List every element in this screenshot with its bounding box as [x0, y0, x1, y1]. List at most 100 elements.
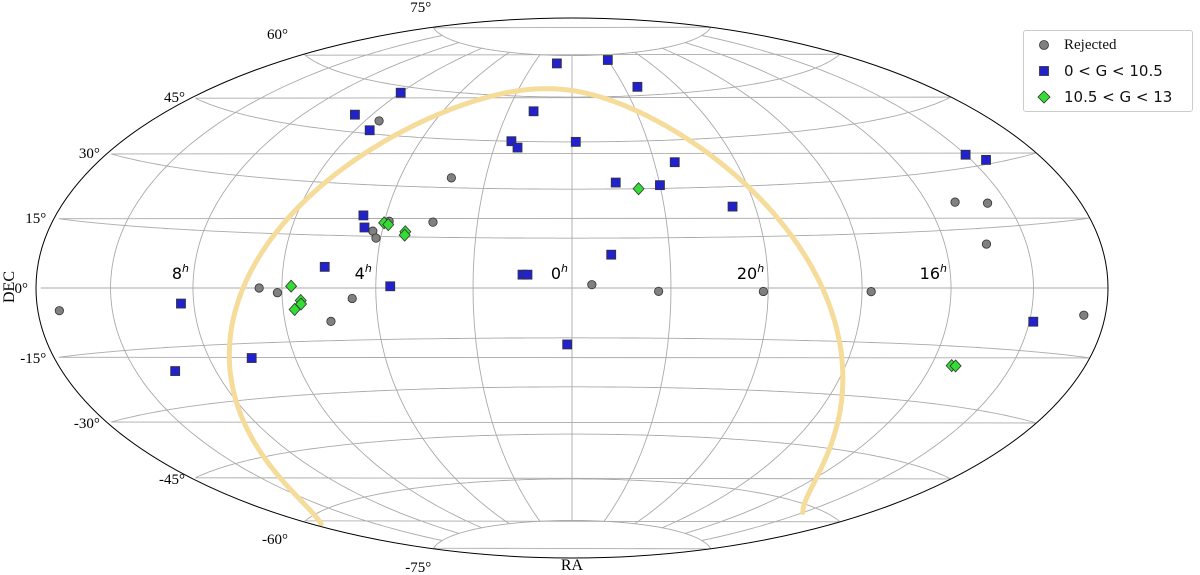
grid-meridian [662, 47, 863, 529]
data-point-circle [254, 283, 264, 293]
sky-boundary [35, 17, 1109, 559]
dec-tick-label: -45° [159, 472, 185, 488]
data-point-square [570, 136, 581, 147]
data-point-square [551, 58, 562, 69]
data-point-square [395, 87, 406, 98]
dec-tick-label: 30° [79, 146, 100, 162]
ra-tick-label: 4h [355, 262, 372, 283]
dec-tick-label: 75° [410, 0, 431, 16]
data-point-circle [371, 233, 381, 243]
data-point-square [528, 106, 539, 117]
data-point-circle [54, 306, 64, 316]
data-point-square [632, 81, 643, 92]
data-point-circle [758, 286, 768, 297]
legend-circle-marker [1024, 34, 1064, 56]
data-point-diamond [398, 228, 411, 242]
data-point-circle [587, 280, 597, 290]
data-point-square [358, 210, 369, 221]
data-point-circle [654, 286, 664, 296]
data-point-square [606, 249, 617, 260]
legend: Rejected 0 < G < 10.5 10.5 < G < 13 [1023, 30, 1193, 112]
data-point-square [655, 180, 665, 191]
data-point-diamond [288, 302, 301, 317]
x-axis-label: RA [561, 557, 584, 574]
data-point-circle [981, 239, 992, 249]
dec-tick-label: -15° [20, 351, 46, 367]
data-point-square [170, 366, 181, 376]
legend-square-marker [1024, 60, 1064, 82]
data-point-square [512, 142, 523, 153]
data-point-square [350, 109, 360, 120]
data-point-circle [326, 316, 336, 326]
data-point-circle [950, 197, 960, 207]
ra-tick-label: 20h [737, 262, 764, 283]
dec-tick-label: 45° [164, 90, 185, 106]
ra-tick-label: 0h [551, 262, 568, 283]
grid-parallel [58, 337, 1090, 359]
grid-meridian [701, 35, 1034, 541]
data-point-circle [374, 116, 384, 126]
ra-tick-label: 8h [172, 262, 189, 283]
grid-parallel [111, 386, 1037, 424]
dec-tick-label: -75° [405, 560, 431, 575]
legend-item-rejected: Rejected [1024, 34, 1116, 56]
grid-meridian [634, 51, 769, 525]
grid-meridian [281, 47, 482, 529]
legend-item-bright: 0 < G < 10.5 [1024, 60, 1163, 82]
legend-label: 0 < G < 10.5 [1064, 62, 1163, 80]
data-point-circle [428, 217, 438, 227]
grid-parallel [58, 217, 1090, 239]
data-point-diamond [382, 218, 395, 232]
grid-meridian [110, 35, 443, 541]
grid-meridian [472, 54, 541, 522]
grid-parallel [111, 152, 1037, 190]
galactic-plane-curve [226, 86, 846, 527]
data-point-square [562, 339, 573, 350]
ra-tick-labels: 8h 4h 0h 20h 16h [172, 262, 947, 283]
grid-meridian [192, 42, 460, 534]
data-point-diamond [949, 359, 962, 373]
dec-tick-label: -30° [74, 416, 100, 432]
grid-meridian [684, 42, 952, 534]
dec-tick-label: 0° [15, 281, 29, 297]
data-point-circle [446, 173, 456, 183]
data-point-square [610, 177, 621, 188]
data-point-square [669, 157, 680, 168]
data-point-square [522, 269, 533, 280]
data-point-circle [982, 198, 993, 208]
data-point-circle [1079, 310, 1089, 320]
data-point-square [359, 222, 370, 233]
data-point-square [981, 154, 991, 165]
data-point-circle [347, 293, 357, 304]
data-point-square [176, 298, 186, 309]
data-point-diamond [285, 279, 298, 293]
data-point-circle [866, 287, 876, 297]
data-point-square [1028, 316, 1039, 327]
data-point-square [385, 281, 396, 292]
ra-tick-label: 16h [920, 262, 947, 283]
dec-tick-label: -60° [262, 532, 288, 548]
data-point-circle [272, 288, 283, 298]
dec-tick-labels: 75° 60° 45° 30° 15° 0° -15° -30° -45° -60° -75° [15, 0, 432, 575]
grid-parallel [195, 433, 952, 480]
data-point-square [319, 261, 330, 272]
grid-parallel [303, 478, 841, 523]
data-point-square [960, 149, 971, 160]
legend-label: Rejected [1064, 36, 1117, 53]
data-point-square [246, 353, 257, 363]
data-point-square [602, 55, 613, 65]
grid-lines [40, 26, 1108, 550]
dec-tick-label: 15° [25, 211, 46, 227]
legend-item-faint: 10.5 < G < 13 [1024, 86, 1172, 108]
grid-meridian [603, 54, 672, 522]
y-axis-label: DEC [1, 271, 18, 303]
data-point-square [506, 136, 517, 147]
grid-parallel [195, 96, 952, 143]
data-point-square [364, 125, 375, 136]
dec-tick-label: 60° [267, 27, 288, 43]
data-point-square [727, 201, 738, 212]
legend-label: 10.5 < G < 13 [1064, 88, 1173, 106]
data-points [54, 55, 1089, 376]
grid-meridian [375, 51, 510, 525]
